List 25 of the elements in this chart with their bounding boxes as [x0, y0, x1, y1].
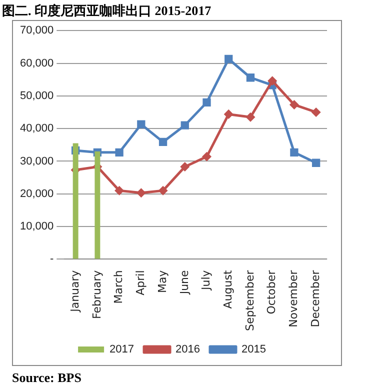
y-tick-label: 10,000 — [20, 220, 54, 233]
source-note: Source: BPS — [11, 369, 82, 386]
x-tick-label: April — [134, 270, 148, 296]
x-tick-label: May — [156, 270, 169, 293]
legend-label: 2016 — [176, 344, 200, 356]
x-tick-label: June — [178, 270, 191, 296]
x-tick-label: October — [265, 270, 278, 314]
legend-label: 2017 — [110, 344, 134, 356]
x-tick-label: March — [112, 270, 126, 304]
y-tick-label: - — [50, 253, 54, 266]
x-tick-label: December — [308, 270, 322, 328]
legend-label: 2015 — [241, 344, 266, 356]
y-tick-label: 70,000 — [20, 24, 54, 37]
chart-title: 图二. 印度尼西亚咖啡出口 2015-2017 — [1, 2, 212, 20]
x-tick-label: July — [200, 270, 213, 291]
x-tick-label: January — [68, 270, 82, 313]
x-tick-label: September — [243, 270, 256, 332]
x-tick-label: November — [287, 270, 300, 328]
y-tick-label: 60,000 — [20, 57, 54, 70]
y-tick-label: 40,000 — [20, 122, 54, 135]
y-tick-label: 20,000 — [20, 188, 54, 200]
x-tick-label: February — [90, 270, 104, 319]
x-tick-label: August — [221, 270, 234, 309]
y-tick-label: 50,000 — [20, 90, 54, 102]
y-tick-label: 30,000 — [20, 155, 54, 168]
